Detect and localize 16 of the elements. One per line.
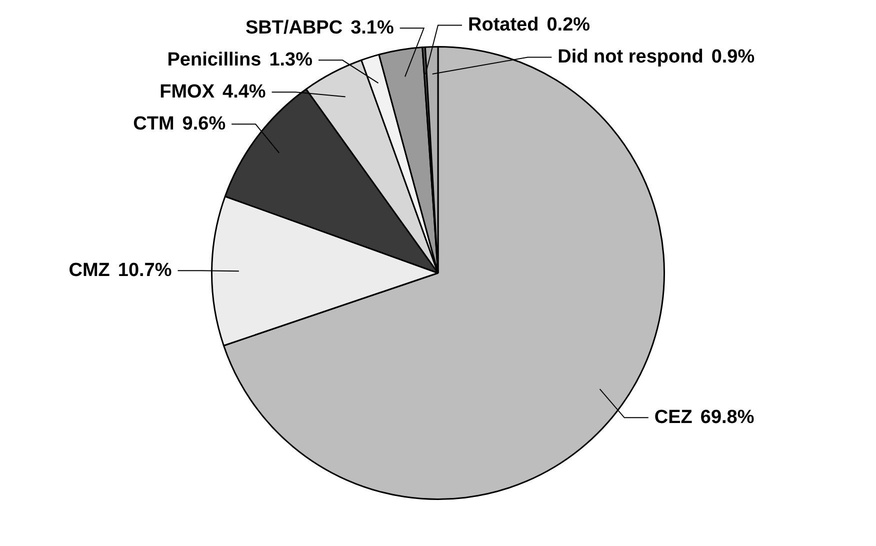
data-label: 10.7% (118, 260, 172, 281)
slice-label: Penicillins (167, 49, 262, 70)
data-label: 0.9% (711, 46, 755, 68)
slice-label: CEZ (654, 406, 693, 428)
data-label: 1.3% (269, 49, 313, 70)
data-label: 9.6% (182, 113, 226, 134)
slice-label: Did not respond (558, 46, 704, 68)
slice-label: Rotated (468, 14, 539, 36)
slice-label: CTM (133, 113, 174, 134)
slice-label: CMZ (68, 260, 110, 281)
data-label: 69.8% (700, 406, 754, 428)
data-label: 3.1% (350, 17, 394, 38)
data-label: 4.4% (222, 81, 266, 102)
slice-label: FMOX (160, 81, 215, 102)
data-label: 0.2% (546, 14, 590, 36)
slice-label: SBT/ABPC (245, 17, 343, 38)
